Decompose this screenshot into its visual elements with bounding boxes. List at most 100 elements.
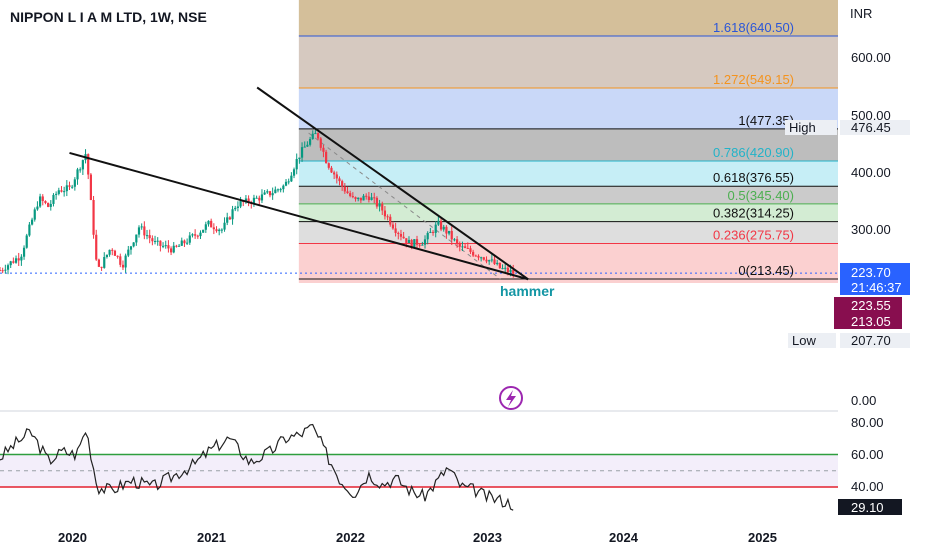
candle-body	[239, 200, 242, 207]
candle-body	[461, 246, 464, 248]
candle-body	[268, 191, 272, 196]
candle-body	[202, 229, 205, 233]
time-axis[interactable]: 2020 2021 2022 2023 2024 2025	[58, 530, 777, 545]
candle-body	[482, 257, 485, 260]
candle-body	[212, 227, 215, 230]
candle-body	[357, 197, 360, 200]
candle-body	[330, 167, 333, 173]
trendlines	[69, 86, 529, 281]
candle-body	[0, 270, 2, 272]
low-value: 207.70	[851, 333, 891, 348]
candle-body	[145, 235, 149, 237]
fib-band	[298, 36, 839, 88]
candle-body	[9, 261, 12, 266]
trendline[interactable]	[256, 86, 529, 281]
candle-body	[351, 196, 354, 198]
low-value-tag	[840, 333, 910, 348]
hammer-annotation[interactable]: hammer	[500, 283, 555, 299]
time-label: 2022	[336, 530, 365, 545]
rsi-tick: 40.00	[851, 479, 884, 494]
candle-body	[81, 160, 84, 170]
high-label: High	[789, 120, 816, 135]
candle-body	[87, 154, 90, 175]
candle-body	[159, 240, 162, 246]
candle-body	[143, 226, 146, 236]
price-axis[interactable]: INR 600.00 500.00 400.00 300.00 0.00 Hig…	[785, 6, 910, 408]
candle-body	[186, 242, 189, 244]
price-tag-a: 223.55	[851, 298, 891, 313]
candle-body	[498, 262, 501, 269]
candle-body	[407, 239, 411, 244]
candle-body	[97, 259, 101, 267]
candle-body	[52, 194, 55, 204]
candle-body	[327, 163, 330, 168]
candle-body	[111, 249, 114, 251]
last-price: 223.70	[851, 265, 891, 280]
candle-body	[279, 189, 282, 191]
candle-body	[73, 179, 76, 187]
candle-body	[20, 256, 23, 261]
candle-body	[367, 196, 370, 201]
candle-body	[295, 158, 298, 170]
candle-body	[300, 147, 304, 158]
candle-body	[12, 261, 15, 263]
candle-body	[60, 190, 63, 192]
candle-body	[172, 245, 175, 253]
candle-body	[421, 244, 424, 246]
candle-body	[325, 151, 328, 164]
candle-body	[38, 196, 42, 207]
candle-body	[76, 169, 79, 180]
fib-band	[298, 87, 839, 129]
candle-body	[167, 245, 170, 249]
candle-body	[140, 226, 143, 228]
candle-body	[308, 138, 312, 145]
candle-body	[263, 192, 266, 195]
rsi-value: 29.10	[851, 500, 884, 515]
lightning-icon[interactable]	[499, 386, 523, 410]
trendline[interactable]	[69, 151, 529, 281]
candle-body	[274, 189, 277, 194]
candle-body	[485, 259, 488, 262]
candle-body	[343, 186, 346, 192]
candle-body	[501, 268, 504, 270]
candle-body	[22, 247, 26, 257]
candle-body	[405, 238, 408, 244]
candle-body	[108, 249, 111, 255]
high-tag	[785, 120, 837, 135]
candle-body	[504, 267, 507, 269]
candle-body	[180, 240, 183, 246]
candle-body	[121, 264, 125, 268]
candle-body	[175, 245, 178, 247]
candle-body	[493, 259, 496, 265]
price-tick: 400.00	[851, 165, 891, 180]
candle-body	[271, 193, 274, 196]
candle-body	[383, 210, 387, 217]
candle-body	[338, 178, 341, 182]
symbol-title[interactable]: NIPPON L I A M LTD, 1W, NSE	[10, 9, 207, 25]
candle-body	[17, 258, 20, 261]
candle-body	[92, 200, 95, 235]
candle-body	[394, 228, 397, 233]
fib-band	[298, 221, 839, 244]
time-label: 2025	[748, 530, 777, 545]
fib-level-label: 0.786(420.90)	[713, 145, 794, 160]
candle-body	[284, 181, 288, 186]
candle-body	[183, 240, 186, 244]
price-tag-b: 213.05	[851, 314, 891, 329]
rsi-pane	[0, 423, 838, 511]
candle-body	[319, 138, 322, 148]
candle-body	[306, 144, 309, 147]
candle-body	[194, 234, 197, 236]
fib-level-label: 1(477.35)	[738, 113, 794, 128]
rsi-axis[interactable]: 80.00 60.00 40.00 29.10	[838, 415, 902, 515]
candle-body	[378, 203, 381, 207]
candle-body	[132, 242, 135, 247]
candle-body	[464, 246, 467, 248]
fib-band	[298, 186, 839, 204]
candle-body	[442, 226, 445, 230]
candle-body	[79, 169, 82, 171]
candle-body	[161, 245, 165, 247]
candle-body	[346, 191, 349, 194]
candle-body	[447, 230, 451, 234]
candle-body	[303, 146, 306, 148]
